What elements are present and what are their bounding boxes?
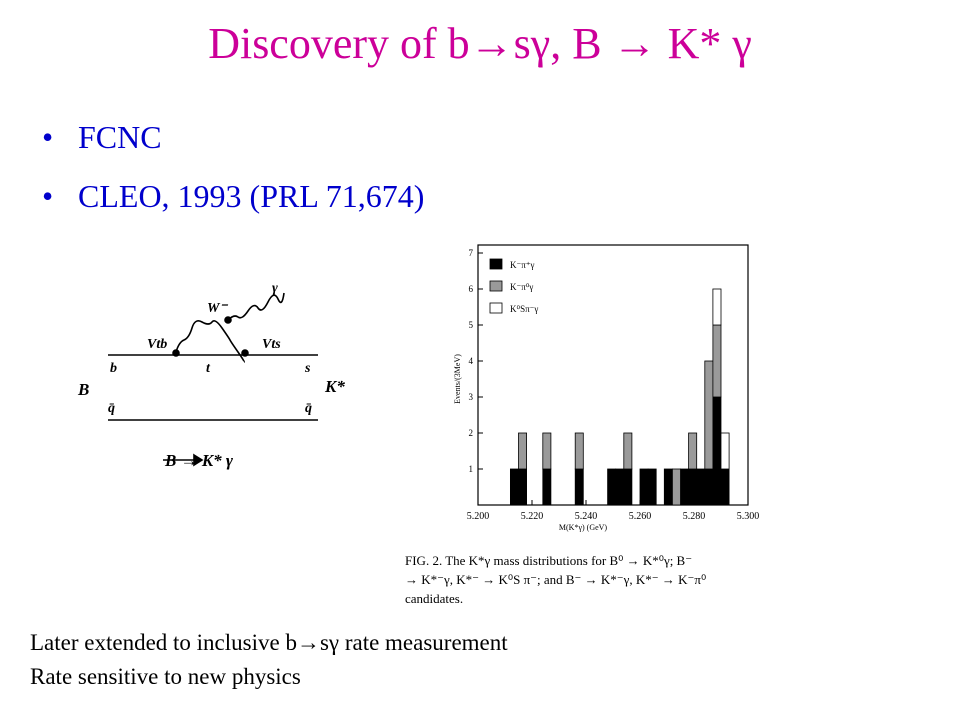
y-tick-label: 5 xyxy=(469,320,474,330)
histogram-bar xyxy=(607,468,617,506)
diagram-label: Vtb xyxy=(147,337,167,352)
legend-swatch xyxy=(489,302,503,314)
diagram-label: t xyxy=(206,361,211,376)
histogram-bar xyxy=(704,468,714,506)
arrow-head xyxy=(193,453,204,467)
histogram-bar xyxy=(704,360,714,470)
x-tick-label: 5.220 xyxy=(521,511,544,522)
feynman-diagram xyxy=(108,292,318,467)
histogram-bar xyxy=(712,288,722,326)
x-tick-label: 5.240 xyxy=(575,511,598,522)
histogram-bar xyxy=(542,468,552,506)
diagram-label: K* xyxy=(324,377,345,396)
x-tick-label: 5.280 xyxy=(683,511,706,522)
vertex xyxy=(172,349,180,357)
diagram-label: W⁻ xyxy=(207,301,228,316)
vertex xyxy=(224,316,232,324)
caption: candidates. xyxy=(405,591,463,606)
histogram-bar xyxy=(542,432,552,470)
histogram-bar xyxy=(623,468,633,506)
bullet: CLEO, 1993 (PRL 71,674) xyxy=(78,178,424,214)
y-tick-label: 3 xyxy=(469,392,474,402)
histogram-bar xyxy=(688,468,698,506)
legend-label: K⁻π⁺γ xyxy=(510,260,535,270)
caption: → K*⁻γ, K*⁻ → K⁰S π⁻; and B⁻ → K*⁻γ, K*⁻… xyxy=(405,572,706,587)
diagram-label: b xyxy=(110,361,117,376)
y-tick-label: 2 xyxy=(469,428,474,438)
note: Later extended to inclusive b→sγ rate me… xyxy=(30,630,508,655)
y-tick-label: 1 xyxy=(469,464,474,474)
histogram-bar xyxy=(623,432,633,470)
histogram-bar xyxy=(647,468,657,506)
photon xyxy=(227,292,285,321)
diagram-label: B xyxy=(77,380,89,399)
legend-label: K⁰Sπ⁻γ xyxy=(510,304,538,314)
diagram-label: Vts xyxy=(262,337,281,352)
x-tick-label: 5.200 xyxy=(467,511,490,522)
note: Rate sensitive to new physics xyxy=(30,664,301,689)
histogram-bar xyxy=(696,468,706,506)
diagram-label: s xyxy=(304,361,311,376)
histogram-bar xyxy=(688,432,698,470)
histogram-bar xyxy=(720,468,730,506)
histogram-bar xyxy=(672,468,681,506)
title: Discovery of b→sγ, B → K* γ xyxy=(208,19,752,68)
y-tick-label: 7 xyxy=(469,248,474,258)
bullet-dot: • xyxy=(42,178,53,214)
legend-swatch xyxy=(489,258,503,270)
y-axis-label: Events/(3MeV) xyxy=(453,354,462,404)
histogram-bar xyxy=(639,468,649,506)
x-axis-label: M(K*γ) (GeV) xyxy=(559,523,608,532)
caption: FIG. 2. The K*γ mass distributions for B… xyxy=(405,553,692,568)
vertex xyxy=(241,349,249,357)
histogram-bar xyxy=(720,432,730,470)
histogram-bar xyxy=(712,396,722,506)
histogram-bar xyxy=(663,468,673,506)
histogram-bar xyxy=(680,468,689,506)
bullet: FCNC xyxy=(78,119,162,155)
histogram-bar xyxy=(518,468,528,506)
histogram-bar xyxy=(615,468,625,506)
diagram-label: q̄ xyxy=(108,401,115,416)
legend-label: K⁻π⁰γ xyxy=(510,282,533,292)
bullet-dot: • xyxy=(42,119,53,155)
histogram-bar xyxy=(574,468,584,506)
histogram-bar xyxy=(518,432,528,470)
y-tick-label: 6 xyxy=(469,284,474,294)
x-tick-label: 5.300 xyxy=(737,511,760,522)
histogram-bar xyxy=(509,468,519,506)
legend-swatch xyxy=(489,280,503,292)
w-propagator xyxy=(175,320,245,363)
y-tick-label: 4 xyxy=(469,356,474,366)
diagram-label: B → K* γ xyxy=(164,451,234,470)
histogram-bar xyxy=(712,324,722,398)
diagram-label: q̄ xyxy=(305,401,312,416)
diagram-label: γ xyxy=(272,281,278,296)
x-tick-label: 5.260 xyxy=(629,511,652,522)
histogram-bar xyxy=(574,432,584,470)
